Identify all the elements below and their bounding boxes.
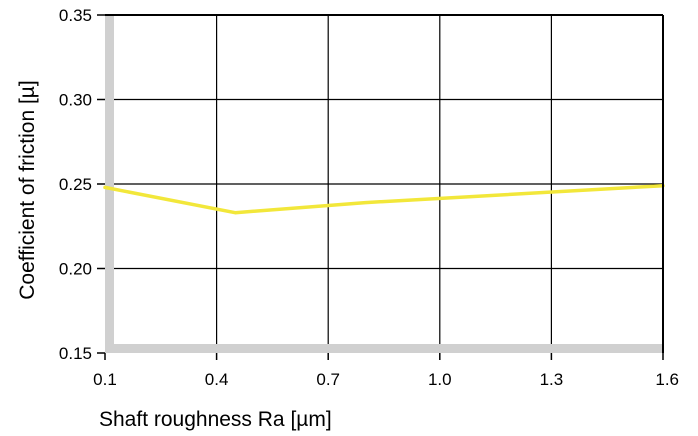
y-axis-title: Coefficient of friction [µ] bbox=[16, 80, 39, 299]
x-tick-label: 0.4 bbox=[205, 370, 229, 389]
x-tick-label: 1.0 bbox=[428, 370, 452, 389]
x-axis-band bbox=[105, 344, 663, 353]
series-layer bbox=[103, 183, 665, 215]
y-axis-band bbox=[105, 15, 114, 353]
x-tick-label: 1.3 bbox=[540, 370, 564, 389]
tick-layer: 0.15 0.20 0.25 0.30 0.35 0.1 0.4 0.7 1.0 1.3 1.6 bbox=[59, 6, 679, 389]
grid bbox=[114, 15, 663, 344]
y-tick-label: 0.30 bbox=[59, 91, 92, 110]
y-tick-label: 0.20 bbox=[59, 260, 92, 279]
x-tick-label: 0.7 bbox=[316, 370, 340, 389]
y-tick-label: 0.35 bbox=[59, 6, 92, 25]
plot-frame bbox=[105, 14, 664, 353]
y-tick-label: 0.25 bbox=[59, 175, 92, 194]
x-tick-label: 0.1 bbox=[93, 370, 117, 389]
x-axis-title: Shaft roughness Ra [µm] bbox=[99, 408, 332, 431]
friction-series-line bbox=[103, 183, 665, 215]
y-tick-label: 0.15 bbox=[59, 344, 92, 363]
axis-bands bbox=[105, 15, 663, 353]
x-tick-label: 1.6 bbox=[655, 370, 679, 389]
